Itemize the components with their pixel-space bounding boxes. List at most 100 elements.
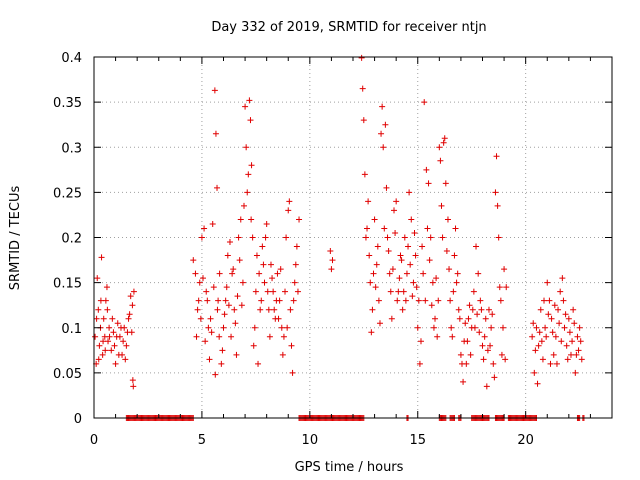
data-point — [255, 360, 262, 367]
data-point — [266, 333, 273, 340]
data-point — [436, 144, 443, 151]
chart-title: Day 332 of 2019, SRMTID for receiver ntj… — [211, 20, 486, 35]
data-point — [406, 189, 413, 196]
data-point — [235, 234, 242, 241]
data-point — [94, 275, 101, 282]
data-point — [440, 139, 447, 146]
data-point — [478, 306, 485, 313]
data-point — [530, 320, 537, 327]
data-point — [233, 351, 240, 358]
data-point — [98, 254, 105, 261]
data-point — [467, 351, 474, 358]
data-point — [544, 279, 551, 286]
data-point — [546, 297, 553, 304]
data-point — [419, 243, 426, 250]
data-point — [285, 207, 292, 214]
data-point — [575, 347, 582, 354]
data-point — [548, 315, 555, 322]
data-point — [212, 130, 219, 137]
data-point — [127, 293, 134, 300]
data-point — [260, 261, 267, 268]
data-point — [365, 198, 372, 205]
y-tick-label: 0.1 — [61, 322, 82, 337]
data-point — [221, 311, 228, 318]
data-point — [437, 157, 444, 164]
data-point — [108, 347, 115, 354]
data-point — [446, 266, 453, 273]
data-point — [496, 284, 503, 291]
data-point — [465, 315, 472, 322]
data-point — [460, 378, 467, 385]
data-point — [543, 333, 550, 340]
data-point — [471, 324, 478, 331]
data-point — [461, 338, 468, 345]
data-point — [129, 302, 136, 309]
data-point — [219, 347, 226, 354]
data-point — [371, 216, 378, 223]
data-point — [95, 356, 102, 363]
data-point — [100, 338, 107, 345]
data-point — [571, 320, 578, 327]
data-point — [279, 351, 286, 358]
data-point — [104, 306, 111, 313]
data-point — [253, 252, 260, 259]
data-point — [372, 284, 379, 291]
data-point — [215, 297, 222, 304]
data-point — [226, 239, 233, 246]
data-point — [111, 342, 118, 349]
data-point — [562, 311, 569, 318]
y-axis-label: SRMTID / TECUs — [8, 186, 23, 291]
data-point — [531, 369, 538, 376]
data-point — [216, 270, 223, 277]
data-point — [533, 324, 540, 331]
data-point — [262, 234, 269, 241]
data-point — [430, 324, 437, 331]
data-point — [556, 320, 563, 327]
data-point — [99, 351, 106, 358]
data-point — [359, 85, 366, 92]
data-point — [328, 266, 335, 273]
data-point — [451, 252, 458, 259]
data-point — [224, 252, 231, 259]
data-point — [122, 356, 129, 363]
data-point — [207, 315, 214, 322]
data-point — [483, 383, 490, 390]
data-point — [423, 166, 430, 173]
data-point — [457, 351, 464, 358]
data-point — [402, 297, 409, 304]
data-point — [400, 288, 407, 295]
data-point — [394, 297, 401, 304]
data-point — [535, 342, 542, 349]
data-point — [382, 121, 389, 128]
data-point — [110, 329, 117, 336]
data-point — [126, 311, 133, 318]
data-point — [492, 189, 499, 196]
data-point — [398, 257, 405, 264]
data-point — [401, 234, 408, 241]
data-point — [550, 351, 557, 358]
data-point — [369, 306, 376, 313]
data-point — [449, 333, 456, 340]
data-point — [287, 306, 294, 313]
data-point — [378, 130, 385, 137]
data-point — [228, 333, 235, 340]
data-point — [484, 347, 491, 354]
data-point — [259, 243, 266, 250]
data-point — [225, 302, 232, 309]
data-point — [552, 333, 559, 340]
data-point — [283, 234, 290, 241]
data-point — [242, 103, 249, 110]
data-point — [479, 342, 486, 349]
data-point — [212, 371, 219, 378]
y-tick-label: 0.4 — [61, 51, 82, 66]
data-point — [329, 257, 336, 264]
data-point — [95, 306, 102, 313]
data-point — [565, 315, 572, 322]
data-point — [577, 338, 584, 345]
data-point — [194, 306, 201, 313]
data-point — [198, 234, 205, 241]
data-point — [277, 266, 284, 273]
data-point — [454, 270, 461, 277]
data-point — [109, 315, 116, 322]
data-point — [424, 225, 431, 232]
